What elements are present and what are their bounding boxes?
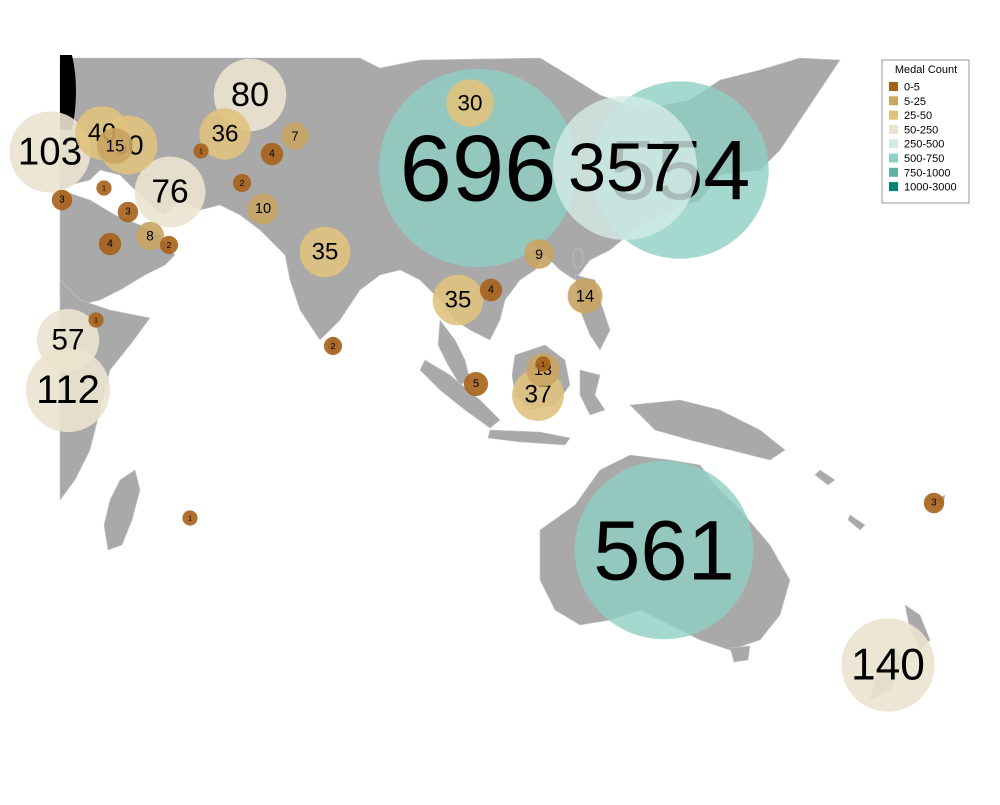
medal-marker-label: 3 — [931, 498, 936, 509]
medal-marker-label: 3 — [59, 195, 64, 206]
legend-swatch — [889, 82, 898, 91]
legend-swatch — [889, 110, 898, 120]
medal-marker-label: 7 — [291, 129, 298, 144]
medal-marker[interactable] — [432, 274, 484, 326]
medal-marker[interactable] — [97, 128, 133, 164]
medal-marker-label: 112 — [36, 368, 100, 412]
medal-marker[interactable] — [260, 142, 284, 166]
medal-marker-label: 140 — [851, 641, 925, 690]
medal-marker-label: 1 — [94, 316, 98, 325]
landmass-new-guinea — [629, 399, 786, 461]
medal-marker-label: 57 — [52, 324, 85, 357]
landmass-sulawesi — [579, 369, 606, 416]
medal-marker-label: 76 — [151, 174, 188, 211]
medal-marker-label: 30 — [457, 91, 482, 116]
medal-marker[interactable] — [159, 235, 179, 255]
medal-marker[interactable] — [574, 460, 754, 640]
medal-marker-label: 14 — [576, 287, 594, 306]
medal-marker[interactable] — [299, 226, 351, 278]
medal-marker-label: 36 — [211, 121, 238, 148]
medal-marker-label: 9 — [535, 246, 543, 262]
marker-layer: 6965615543571401121038076575040373635353… — [9, 58, 945, 712]
medal-marker-label: 15 — [106, 137, 125, 156]
medal-marker[interactable] — [9, 111, 91, 193]
medal-marker[interactable] — [923, 492, 945, 514]
legend-label: 1000-3000 — [904, 182, 957, 194]
legend-swatch — [889, 139, 898, 149]
landmass-java — [487, 429, 571, 446]
legend: Medal Count 0-5 5-25 25-50 50-250 250-500 500… — [881, 59, 970, 204]
medal-marker[interactable] — [552, 95, 698, 241]
legend-label: 750-1000 — [904, 167, 951, 179]
medal-marker-label: 103 — [18, 131, 82, 174]
medal-marker[interactable] — [446, 79, 494, 127]
legend-label: 0-5 — [904, 82, 920, 94]
medal-marker-label: 35 — [312, 239, 339, 266]
medal-marker-label: 8 — [146, 229, 154, 244]
medal-marker[interactable] — [379, 69, 577, 267]
medal-marker-label: 3 — [125, 207, 130, 218]
medal-marker[interactable] — [232, 173, 252, 193]
medal-marker[interactable] — [51, 189, 73, 211]
legend-items: 0-5 5-25 25-50 50-250 250-500 500-750 750-1000… — [889, 82, 957, 194]
medal-marker[interactable] — [96, 180, 112, 196]
medal-marker[interactable] — [281, 122, 309, 150]
medal-marker[interactable] — [479, 278, 503, 302]
medal-marker[interactable] — [134, 156, 206, 228]
legend-label: 500-750 — [904, 153, 944, 165]
medal-marker-label: 1 — [199, 147, 203, 156]
medal-marker[interactable] — [841, 618, 935, 712]
medal-marker[interactable] — [247, 193, 279, 225]
medal-marker-label: 5 — [473, 378, 479, 390]
legend-swatch — [889, 124, 898, 134]
medal-marker[interactable] — [463, 371, 489, 397]
medal-marker[interactable] — [88, 312, 104, 328]
medal-marker[interactable] — [36, 308, 100, 372]
legend-swatch — [889, 96, 898, 106]
legend-label: 250-500 — [904, 139, 944, 151]
medal-marker[interactable] — [25, 347, 111, 433]
landmass-sumatra — [419, 359, 501, 429]
medal-marker-label: 35 — [445, 287, 472, 314]
medal-marker[interactable] — [135, 221, 165, 251]
landmass-new-caledonia — [847, 514, 866, 531]
medal-marker[interactable] — [193, 143, 209, 159]
medal-marker-label: 1 — [102, 184, 106, 193]
medal-marker-label: 4 — [107, 238, 113, 250]
medal-marker[interactable] — [524, 239, 554, 269]
medal-marker-label: 2 — [167, 240, 172, 250]
medal-marker-label: 696 — [400, 116, 557, 221]
medal-marker-label: 561 — [593, 503, 734, 598]
edge-marker-cutoff — [60, 55, 76, 130]
medal-marker-label: 4 — [488, 284, 494, 296]
landmass-taiwan — [572, 247, 584, 269]
legend-label: 50-250 — [904, 124, 938, 136]
medal-marker-label: 80 — [231, 76, 269, 114]
landmass-tasmania — [729, 645, 751, 663]
legend-label: 25-50 — [904, 110, 932, 122]
legend-swatch — [889, 167, 898, 177]
medal-marker[interactable] — [182, 510, 198, 526]
medal-marker[interactable] — [98, 232, 122, 256]
medal-marker-label: 357 — [568, 130, 682, 206]
landmass-madagascar — [103, 469, 141, 551]
medal-marker[interactable] — [323, 336, 343, 356]
medal-marker-label: 10 — [255, 201, 271, 217]
medal-marker[interactable] — [535, 356, 551, 372]
medal-marker-label: 1 — [541, 360, 545, 369]
medal-marker-label: 4 — [269, 148, 275, 160]
medal-marker-label: 2 — [240, 178, 245, 188]
legend-swatch — [889, 153, 898, 163]
legend-title: Medal Count — [895, 64, 957, 76]
landmass-solomon-islands — [814, 469, 836, 486]
medal-marker[interactable] — [567, 278, 603, 314]
medal-marker-label: 1 — [188, 514, 192, 523]
medal-marker-label: 2 — [331, 341, 336, 351]
medal-marker[interactable] — [199, 108, 251, 160]
legend-swatch — [889, 182, 898, 192]
medal-marker[interactable] — [117, 201, 139, 223]
legend-label: 5-25 — [904, 96, 926, 108]
